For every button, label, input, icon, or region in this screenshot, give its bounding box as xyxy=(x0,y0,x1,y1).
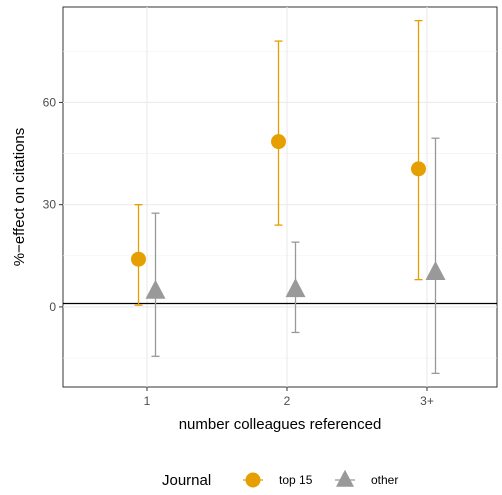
legend-label: other xyxy=(371,473,398,487)
legend-key-circle xyxy=(245,472,261,488)
x-axis: 1 2 3+ xyxy=(144,387,434,408)
x-tick-label: 2 xyxy=(284,394,291,408)
legend-items: top 15 other xyxy=(243,469,398,488)
data-point-top-15 xyxy=(271,134,286,150)
y-tick-label: 30 xyxy=(43,198,57,212)
data-point-top-15 xyxy=(411,161,426,177)
data-point-top-15 xyxy=(131,251,146,267)
legend-title: Journal xyxy=(162,472,211,489)
legend: Journal top 15 other xyxy=(162,469,398,489)
data-point-other xyxy=(425,261,446,281)
data-point-other xyxy=(145,279,166,299)
y-tick-label: 0 xyxy=(49,300,56,314)
x-tick-label: 1 xyxy=(144,394,151,408)
plot-panel xyxy=(62,6,498,388)
y-tick-label: 60 xyxy=(43,95,57,109)
y-axis: 0 30 60 xyxy=(43,95,63,314)
legend-label: top 15 xyxy=(279,473,313,487)
x-axis-title: number colleagues referenced xyxy=(179,416,382,433)
data-marks xyxy=(131,19,446,375)
x-tick-label: 3+ xyxy=(420,394,434,408)
data-point-other xyxy=(285,278,306,298)
legend-key-triangle xyxy=(336,469,354,487)
y-axis-title: %−effect on citations xyxy=(11,128,28,267)
